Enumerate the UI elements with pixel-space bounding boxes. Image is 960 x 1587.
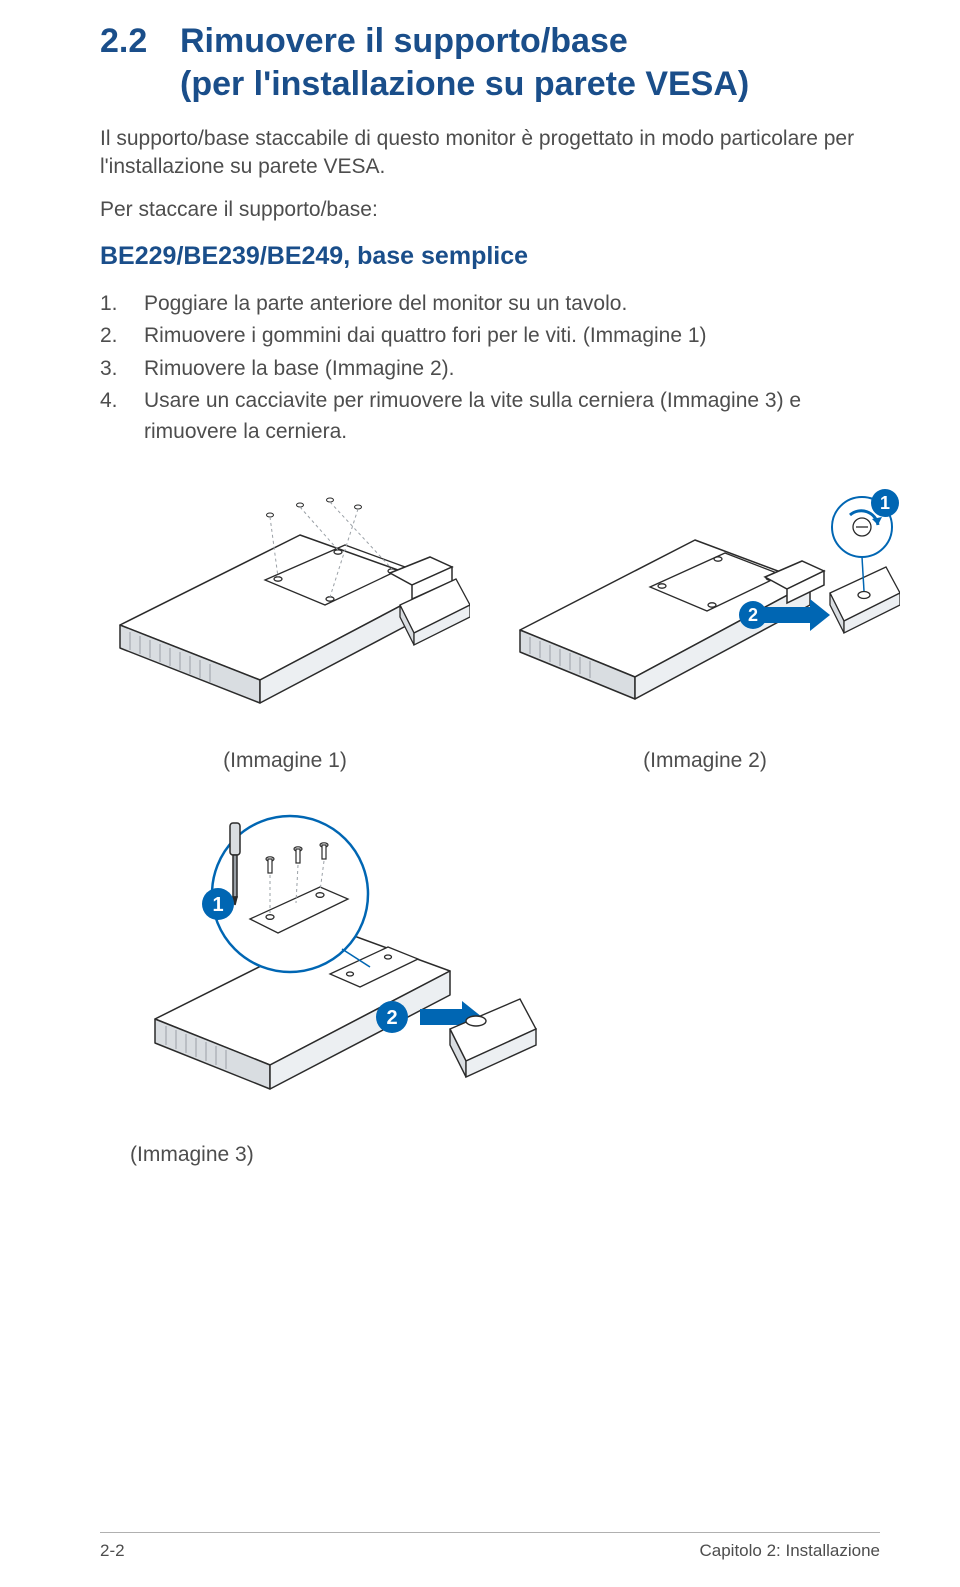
caption-img2: (Immagine 2) [510, 749, 900, 773]
intro-paragraph: Il supporto/base staccabile di questo mo… [100, 125, 880, 182]
footer-page-number: 2-2 [100, 1541, 125, 1561]
step-text: Rimuovere i gommini dai quattro fori per… [144, 321, 707, 351]
heading-title: Rimuovere il supporto/base (per l'instal… [180, 20, 749, 105]
steps-list: 1. Poggiare la parte anteriore del monit… [100, 289, 880, 447]
footer-chapter: Capitolo 2: Installazione [699, 1541, 880, 1561]
step-item: 4. Usare un cacciavite per rimuovere la … [100, 386, 880, 447]
callout-badge-1: 1 [212, 894, 223, 916]
callout-badge-2: 2 [748, 605, 758, 625]
step-text: Poggiare la parte anteriore del monitor … [144, 289, 627, 319]
step-item: 1. Poggiare la parte anteriore del monit… [100, 289, 880, 319]
diagram-1-svg [100, 475, 470, 725]
step-item: 2. Rimuovere i gommini dai quattro fori … [100, 321, 880, 351]
page: 2.2 Rimuovere il supporto/base (per l'in… [0, 0, 960, 1587]
sub-heading: BE229/BE239/BE249, base semplice [100, 242, 880, 271]
heading-number: 2.2 [100, 22, 180, 61]
diagram-2: 1 2 (Immagine 2) [510, 475, 900, 773]
step-item: 3. Rimuovere la base (Immagine 2). [100, 354, 880, 384]
sub-intro: Per staccare il supporto/base: [100, 196, 880, 224]
caption-img3: (Immagine 3) [100, 1143, 880, 1167]
diagram-3: 1 2 (Immagine 3) [100, 799, 880, 1167]
diagram-3-svg: 1 2 [120, 799, 540, 1119]
step-text: Usare un cacciavite per rimuovere la vit… [144, 386, 880, 447]
diagram-row-top: (Immagine 1) [100, 475, 880, 773]
step-number: 3. [100, 354, 144, 384]
diagram-1: (Immagine 1) [100, 475, 470, 773]
caption-img1: (Immagine 1) [100, 749, 470, 773]
heading-line1: Rimuovere il supporto/base [180, 22, 628, 60]
callout-badge-2: 2 [386, 1007, 397, 1029]
step-number: 4. [100, 386, 144, 447]
step-number: 2. [100, 321, 144, 351]
heading-line2: (per l'installazione su parete VESA) [180, 65, 749, 103]
section-heading: 2.2 Rimuovere il supporto/base (per l'in… [100, 20, 880, 105]
callout-badge-1: 1 [880, 493, 890, 513]
step-text: Rimuovere la base (Immagine 2). [144, 354, 454, 384]
diagrams-area: (Immagine 1) [100, 475, 880, 1167]
step-number: 1. [100, 289, 144, 319]
diagram-2-svg: 1 2 [510, 475, 900, 725]
page-footer: 2-2 Capitolo 2: Installazione [100, 1532, 880, 1561]
